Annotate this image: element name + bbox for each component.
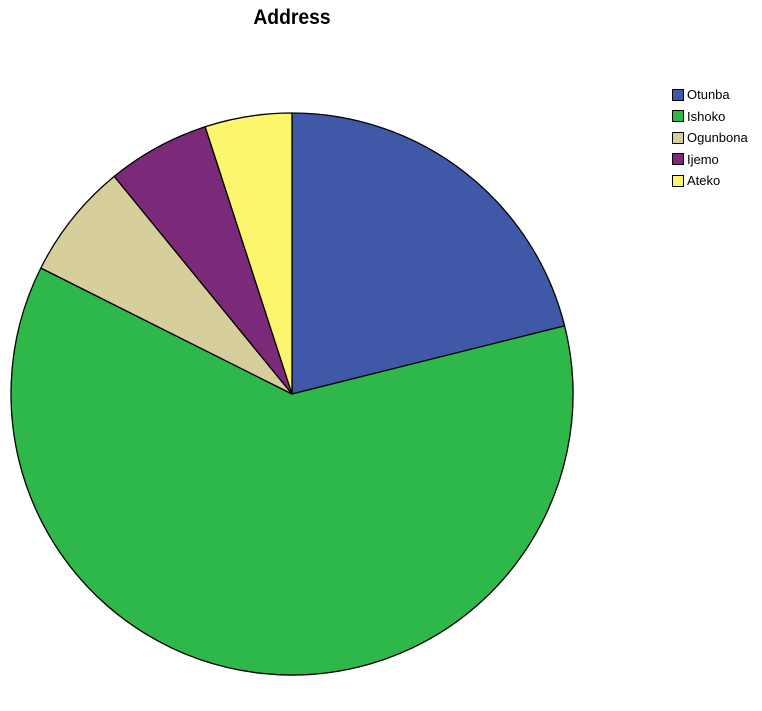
pie-slice-otunba: [291, 112, 566, 395]
legend-item-ishoko: Ishoko: [672, 106, 748, 128]
legend-swatch: [672, 153, 684, 166]
legend-item-ijemo: Ijemo: [672, 149, 748, 171]
legend-label: Ishoko: [687, 108, 726, 124]
pie-slice-ishoko: [10, 267, 574, 676]
legend-label: Ateko: [687, 173, 721, 189]
legend-item-ateko: Ateko: [672, 170, 748, 192]
legend-swatch: [672, 88, 684, 101]
pie-slice-ogunbona: [40, 175, 293, 395]
chart-title: Address: [253, 6, 331, 29]
legend-swatch: [672, 131, 684, 144]
legend: Otunba Ishoko Ogunbona Ijemo Ateko: [672, 84, 748, 192]
legend-item-ogunbona: Ogunbona: [672, 127, 748, 149]
legend-label: Otunba: [687, 87, 730, 103]
legend-item-otunba: Otunba: [672, 84, 748, 106]
legend-swatch: [672, 174, 684, 187]
legend-label: Ogunbona: [687, 130, 748, 146]
pie-slice-ateko: [204, 112, 293, 395]
legend-swatch: [672, 110, 684, 123]
legend-label: Ijemo: [687, 151, 719, 167]
